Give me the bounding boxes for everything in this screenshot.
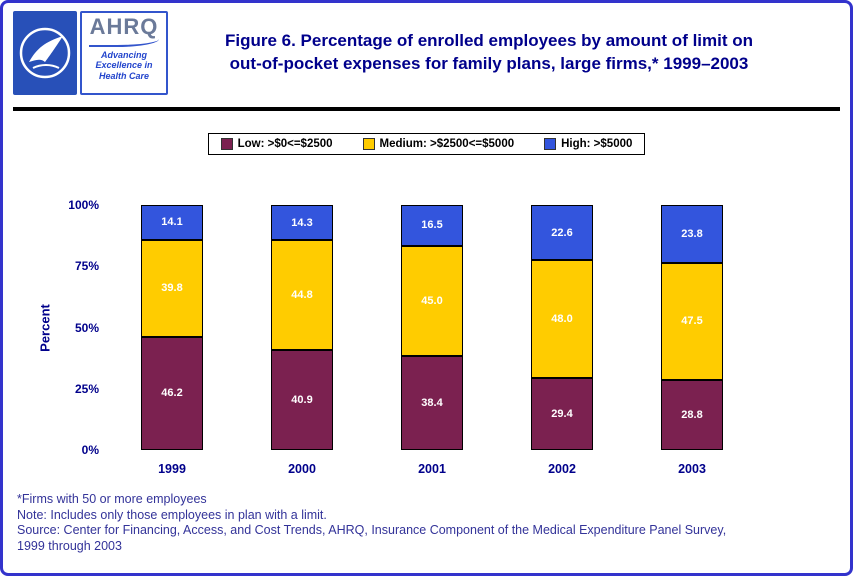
x-axis-labels: 1999 2000 2001 2002 2003: [107, 462, 757, 476]
x-label: 2000: [288, 462, 316, 476]
bar-segment: 48.0: [531, 260, 593, 378]
figure-title-line2: out-of-pocket expenses for family plans,…: [229, 54, 749, 73]
hhs-eagle-icon: [19, 27, 71, 79]
footnote-source-years: 1999 through 2003: [17, 538, 122, 553]
x-label: 1999: [158, 462, 186, 476]
chart: Percent 0% 25% 50% 75% 100% 46.2 39.8 14.1 40.9…: [29, 198, 850, 476]
footnote-source: Source: Center for Financing, Access, an…: [17, 523, 727, 538]
footnote-firms: *Firms with 50 or more employees: [17, 492, 207, 506]
bar-2000: 40.9 44.8 14.3: [271, 205, 333, 450]
ahrq-logo: AHRQ Advancing Excellence in Health Care: [80, 11, 168, 95]
y-tick: 0%: [81, 443, 99, 457]
bar-segment: 16.5: [401, 205, 463, 246]
bar-segment: 44.8: [271, 240, 333, 350]
ahrq-swoosh-icon: [89, 39, 159, 47]
y-tick: 50%: [74, 320, 99, 335]
legend: Low: >$0<=$2500 Medium: >$2500<=$5000 High…: [207, 133, 646, 155]
bars: 46.2 39.8 14.1 40.9 44.8 14.3 38.4 45.0 16.5 29.4…: [107, 205, 757, 450]
bar-2001: 38.4 45.0 16.5: [401, 205, 463, 450]
y-tick: 25%: [74, 381, 99, 396]
footnotes: *Firms with 50 or more employees Note: I…: [17, 492, 850, 555]
plot-area: 46.2 39.8 14.1 40.9 44.8 14.3 38.4 45.0 16.5 29.4…: [107, 205, 757, 476]
bar-segment: 45.0: [401, 245, 463, 356]
bar-2003: 28.8 47.5 23.8: [661, 205, 723, 450]
legend-swatch: [220, 138, 233, 150]
ahrq-logo-text: AHRQ: [89, 14, 159, 39]
bar-segment: 40.9: [271, 349, 333, 450]
figure-title-line1: Figure 6. Percentage of enrolled employe…: [224, 31, 754, 51]
bar-segment: 29.4: [531, 377, 593, 450]
footnote-note: Note: Includes only those employees in p…: [17, 507, 327, 522]
legend-swatch: [362, 138, 375, 150]
bar-1999: 46.2 39.8 14.1: [141, 205, 203, 450]
y-tick: 75%: [74, 259, 99, 274]
y-axis: 0% 25% 50% 75% 100%: [61, 198, 107, 457]
x-label: 2003: [678, 462, 706, 476]
x-label: 2001: [418, 462, 446, 476]
bar-segment: 23.8: [661, 205, 723, 264]
bar-segment: 38.4: [401, 355, 463, 450]
x-label: 2002: [548, 462, 576, 476]
y-tick: 100%: [68, 198, 99, 212]
header: AHRQ Advancing Excellence in Health Care…: [3, 3, 850, 103]
legend-label: Low: >$0<=$2500: [237, 138, 333, 150]
legend-item: Low: >$0<=$2500: [220, 138, 333, 150]
bar-segment: 22.6: [531, 205, 593, 261]
ahrq-tagline: Advancing Excellence in Health Care: [95, 50, 153, 81]
figure-title: Figure 6. Percentage of enrolled employe…: [168, 11, 838, 95]
y-axis-title-column: Percent: [29, 205, 61, 450]
hhs-logo: [13, 11, 77, 95]
legend-item: High: >$5000: [544, 138, 632, 150]
y-axis-title: Percent: [37, 303, 53, 352]
legend-item: Medium: >$2500<=$5000: [362, 138, 515, 150]
bar-segment: 46.2: [141, 336, 203, 450]
legend-label: High: >$5000: [561, 138, 633, 150]
bar-2002: 29.4 48.0 22.6: [531, 205, 593, 450]
bar-segment: 14.3: [271, 205, 333, 241]
bar-segment: 39.8: [141, 239, 203, 337]
legend-label: Medium: >$2500<=$5000: [379, 138, 515, 150]
header-divider: [13, 107, 840, 111]
logo-group: AHRQ Advancing Excellence in Health Care: [13, 11, 168, 95]
bar-segment: 47.5: [661, 263, 723, 380]
legend-row: Low: >$0<=$2500 Medium: >$2500<=$5000 High…: [3, 133, 850, 155]
bar-segment: 28.8: [661, 379, 723, 450]
bar-segment: 14.1: [141, 205, 203, 240]
legend-swatch: [544, 138, 557, 150]
